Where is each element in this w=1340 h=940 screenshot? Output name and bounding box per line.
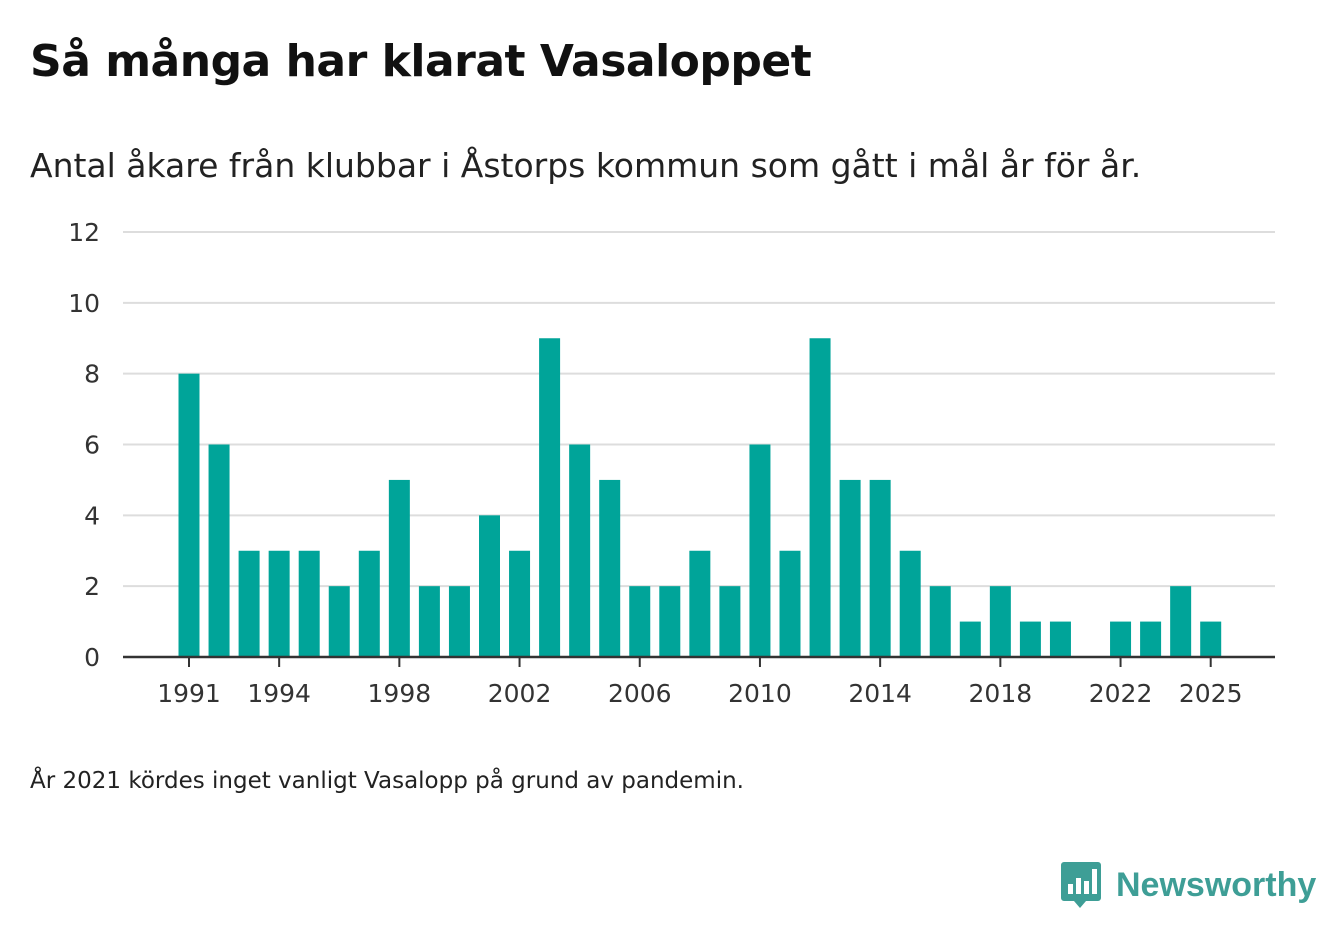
bar-2005 xyxy=(599,479,621,657)
bar-2022 xyxy=(1110,621,1132,657)
bar-1995 xyxy=(298,550,320,657)
x-tick-label: 2014 xyxy=(848,679,912,708)
bar-2015 xyxy=(899,550,921,657)
bar-2003 xyxy=(539,338,561,657)
chart-title: Så många har klarat Vasaloppet xyxy=(30,36,812,87)
bar-2002 xyxy=(509,550,531,657)
bar-1993 xyxy=(238,550,260,657)
brand-name: Newsworthy xyxy=(1116,865,1317,904)
bar-2007 xyxy=(659,586,681,657)
newsworthy-logo-icon xyxy=(1061,862,1101,908)
bar-1994 xyxy=(268,550,290,657)
x-tick-label: 2010 xyxy=(728,679,792,708)
y-tick-label: 10 xyxy=(68,289,100,318)
bar-2018 xyxy=(989,586,1011,657)
y-tick-label: 12 xyxy=(68,218,100,247)
y-tick-label: 0 xyxy=(84,643,100,672)
bar-2008 xyxy=(689,550,711,657)
y-tick-label: 6 xyxy=(84,431,100,460)
chart-subtitle: Antal åkare från klubbar i Åstorps kommu… xyxy=(30,146,1142,185)
bar-2023 xyxy=(1140,621,1162,657)
bar-2017 xyxy=(959,621,981,657)
bar-2016 xyxy=(929,586,951,657)
chart-footnote: År 2021 kördes inget vanligt Vasalopp på… xyxy=(30,768,744,794)
bar-2013 xyxy=(839,479,861,657)
x-tick-label: 1994 xyxy=(247,679,311,708)
x-tick-label: 2022 xyxy=(1089,679,1153,708)
bar-1999 xyxy=(418,586,440,657)
bar-1996 xyxy=(328,586,350,657)
bar-1997 xyxy=(358,550,380,657)
bar-2011 xyxy=(779,550,801,657)
bar-2010 xyxy=(749,444,771,657)
bar-2001 xyxy=(479,515,500,657)
y-tick-label: 4 xyxy=(84,501,100,530)
bar-1998 xyxy=(388,479,410,657)
x-tick-label: 2002 xyxy=(488,679,552,708)
x-tick-label: 2018 xyxy=(969,679,1033,708)
x-tick-label: 2006 xyxy=(608,679,672,708)
x-tick-label: 2025 xyxy=(1179,679,1243,708)
bar-1992 xyxy=(208,444,230,657)
bar-2020 xyxy=(1049,621,1071,657)
bar-2024 xyxy=(1170,586,1192,657)
bar-2019 xyxy=(1019,621,1041,657)
bar-2012 xyxy=(809,338,831,657)
bar-2004 xyxy=(569,444,591,657)
bar-2009 xyxy=(719,586,741,657)
bar-1991 xyxy=(178,373,200,657)
x-tick-label: 1991 xyxy=(157,679,221,708)
y-tick-label: 8 xyxy=(84,360,100,389)
bar-chart: 0 2 4 6 8 10 12 1991 1994 1998 2002 2006 2010 2014 201… xyxy=(68,218,1275,708)
x-tick-label: 1998 xyxy=(368,679,432,708)
bar-2014 xyxy=(869,479,891,657)
bar-2000 xyxy=(448,586,470,657)
bar-2025 xyxy=(1200,621,1222,657)
bar-2006 xyxy=(629,586,651,657)
brand-logo: Newsworthy xyxy=(1060,860,1316,910)
y-tick-label: 2 xyxy=(84,572,100,601)
